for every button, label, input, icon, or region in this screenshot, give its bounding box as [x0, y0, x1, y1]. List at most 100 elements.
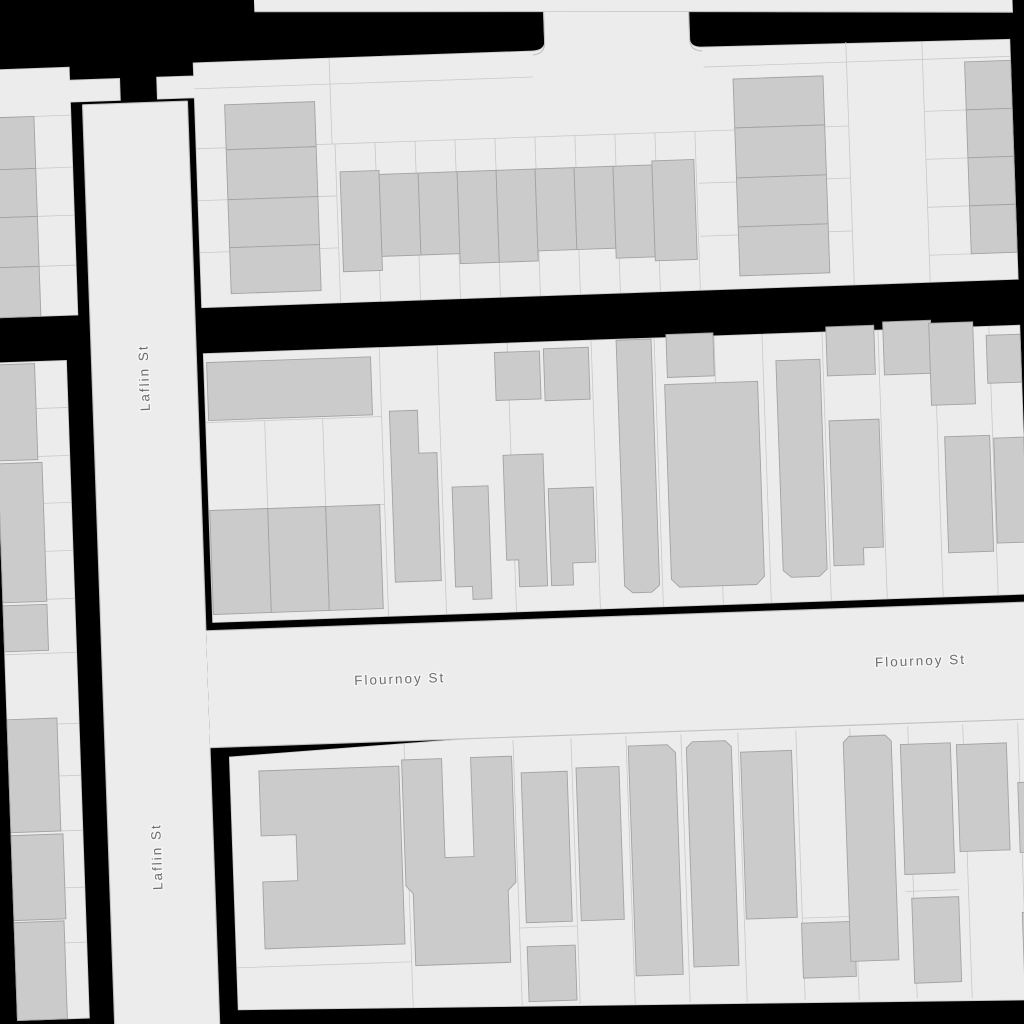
building-footprint	[456, 169, 500, 265]
building-footprint	[0, 167, 38, 219]
building-footprint	[627, 744, 684, 977]
parcel-line	[570, 738, 581, 1004]
building-footprint	[206, 356, 373, 421]
street-labels-layer: Laflin St Laflin St Flournoy St Flournoy St	[134, 343, 967, 892]
street-edge-line	[205, 601, 1024, 632]
building-footprint	[615, 338, 661, 594]
building-footprint	[451, 485, 493, 600]
building-footprint	[828, 418, 884, 567]
building-footprint	[964, 59, 1013, 111]
building-footprint	[740, 749, 798, 920]
parcel-line	[703, 55, 1011, 68]
parcel-line	[877, 330, 888, 599]
parcel-line	[334, 143, 341, 303]
building-footprint	[493, 350, 542, 401]
building-footprint	[388, 409, 442, 583]
street-polygon	[82, 101, 221, 1024]
building-footprint	[842, 734, 900, 962]
building-footprint	[734, 124, 827, 179]
building-footprint	[10, 833, 67, 922]
parcel-line	[761, 334, 772, 604]
building-footprint	[928, 321, 976, 406]
building-footprint	[339, 169, 383, 273]
parcel-line	[1017, 722, 1024, 999]
building-footprint	[0, 363, 39, 462]
building-footprint	[685, 740, 740, 968]
parcel-line	[436, 345, 447, 615]
building-footprint	[993, 436, 1024, 544]
building-footprint	[736, 174, 829, 228]
building-footprint	[325, 504, 384, 611]
parcel-line	[694, 131, 701, 291]
parcel-line	[512, 740, 523, 1006]
street-edge-line	[82, 100, 188, 106]
building-footprint	[651, 158, 698, 262]
building-footprint	[899, 742, 956, 875]
street-edge-line	[209, 747, 221, 1024]
street-name-label: Laflin St	[148, 823, 165, 890]
parcel-line	[921, 41, 931, 283]
parcel-line	[519, 925, 578, 929]
building-footprint	[502, 453, 549, 588]
street-polygon	[205, 601, 1024, 748]
building-footprint	[258, 765, 406, 950]
parcel-line	[194, 76, 533, 90]
building-footprint	[378, 172, 422, 257]
building-footprint	[825, 324, 876, 377]
building-footprint	[542, 346, 591, 402]
street-edges-layer	[81, 10, 1024, 1024]
parcel-line	[680, 734, 691, 1003]
parcel-line	[845, 42, 855, 285]
parcel-lines-layer	[0, 41, 1024, 1008]
building-footprint	[2, 603, 50, 653]
building-footprint	[882, 319, 933, 376]
building-footprint	[0, 115, 37, 171]
building-footprint	[267, 506, 330, 613]
street-edge-line	[210, 718, 1024, 749]
parcel-line	[328, 58, 333, 145]
building-footprint	[209, 508, 272, 615]
street-name-label: Flournoy St	[875, 652, 966, 670]
building-footprint	[612, 164, 656, 259]
building-footprint	[401, 755, 517, 967]
building-footprint	[417, 171, 461, 256]
building-footprint	[227, 196, 321, 249]
buildings-layer	[0, 59, 1024, 1022]
building-footprint	[664, 380, 765, 588]
parcel-line	[264, 420, 269, 509]
building-footprint	[225, 146, 319, 201]
building-footprint	[944, 434, 995, 554]
parcel-line	[4, 651, 77, 656]
parcel-line	[821, 332, 832, 601]
building-footprint	[0, 265, 42, 319]
building-footprint	[0, 461, 48, 604]
parcel-line	[590, 340, 601, 609]
street-edge-line	[532, 11, 546, 56]
parcel-line	[802, 915, 857, 919]
parcel-line	[322, 418, 327, 507]
building-footprint	[967, 155, 1017, 207]
street-edge-line	[688, 11, 703, 52]
building-footprint	[732, 75, 826, 129]
building-footprint	[526, 944, 578, 1003]
parcel-line	[905, 889, 959, 892]
street-edge-line	[186, 101, 207, 631]
building-footprint	[229, 244, 322, 295]
street-name-label: Flournoy St	[354, 670, 445, 688]
parcel-line	[236, 961, 412, 969]
building-footprint	[775, 358, 828, 578]
building-footprint	[13, 920, 68, 1022]
building-footprint	[0, 215, 40, 269]
building-footprint	[520, 770, 573, 924]
building-footprint	[801, 920, 857, 979]
building-footprint	[6, 717, 62, 834]
building-footprint	[534, 167, 578, 252]
parcel-line	[625, 736, 636, 1005]
street-name-label: Laflin St	[135, 344, 152, 411]
building-footprint	[969, 203, 1018, 255]
building-footprint	[575, 765, 625, 922]
building-footprint	[965, 107, 1015, 159]
